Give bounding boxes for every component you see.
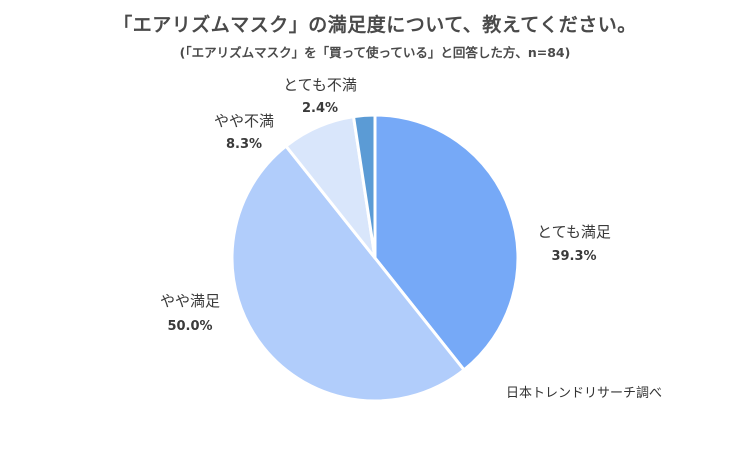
pie-slice-very-satisfied	[373, 113, 520, 372]
slice-value-very-satisfied: 39.3%	[551, 249, 596, 264]
slice-label-very-dissatisfied: とても不満	[283, 76, 357, 94]
chart-title: 「エアリズムマスク」の満足度について、教えてください。	[113, 14, 637, 36]
slice-label-somewhat-dissatisfied: やや不満	[214, 112, 274, 130]
pie-slice-somewhat-satisfied	[230, 144, 466, 403]
slice-value-very-dissatisfied: 2.4%	[302, 101, 338, 116]
chart-subtitle: (「エアリズムマスク」を「買って使っている」と回答した方、n=84)	[179, 45, 571, 60]
slice-value-somewhat-satisfied: 50.0%	[167, 319, 212, 334]
source-note: 日本トレンドリサーチ調べ	[506, 386, 663, 401]
pie-slice-very-dissatisfied	[352, 113, 377, 260]
slice-label-very-satisfied: とても満足	[537, 223, 611, 241]
slice-label-somewhat-satisfied: やや満足	[160, 292, 220, 310]
slice-value-somewhat-dissatisfied: 8.3%	[226, 137, 262, 152]
